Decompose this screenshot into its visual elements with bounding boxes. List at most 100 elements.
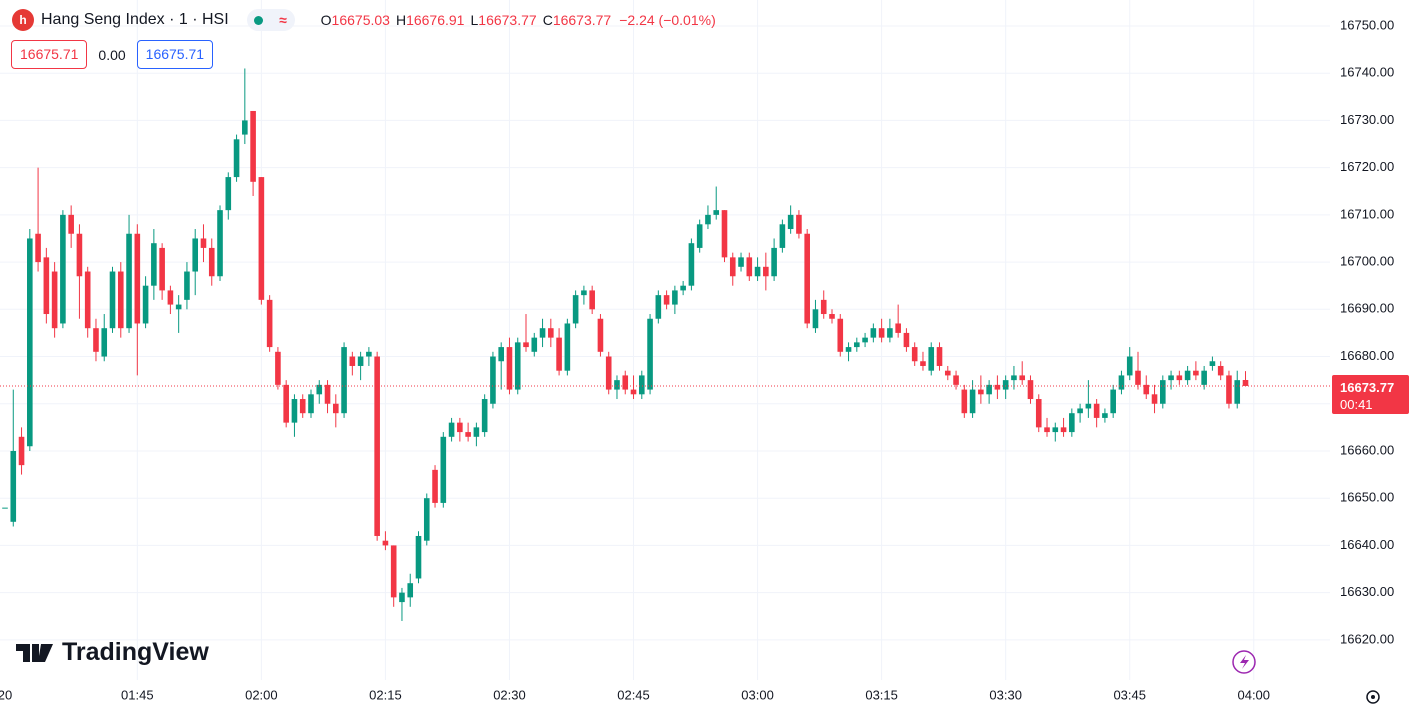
x-tick-label: 03:15 [865,687,898,702]
sell-button[interactable]: 16675.71 [11,40,88,69]
candle-body [1143,384,1150,395]
buy-button[interactable]: 16675.71 [136,40,214,69]
candle-body [250,110,256,182]
brand-icon [16,643,53,662]
y-tick-label: 16710.00 [1340,206,1394,221]
candle-body [1019,375,1026,381]
candle-body [192,238,199,272]
candle-body [928,347,935,371]
candle-body [440,436,447,503]
candle-body [457,422,463,433]
candle-body [43,257,50,315]
status-pill[interactable]: ≈ [246,9,295,31]
y-tick-label: 16640.00 [1340,537,1394,552]
brand-logo: TradingView [16,638,209,667]
candle-body [283,384,289,423]
candle-body [93,328,99,352]
candle-body [589,290,595,310]
candle-body [324,384,331,404]
data-status: ≈ [279,12,287,28]
candle-body [357,356,364,366]
candle-body [763,266,769,277]
x-tick-label: 02:15 [369,687,402,702]
header: h Hang Seng Index · 1 · HSI ≈ O 16675.03 … [12,8,716,32]
candle-body [870,328,877,338]
candle-body [1242,379,1249,386]
candle-body [812,309,819,329]
candle-body [134,233,141,324]
candle-body [448,422,455,437]
candle-body [109,271,116,329]
candle-body [432,469,438,503]
candle-body [680,285,686,291]
symbol-logo: h [12,9,34,31]
x-tick-label: 02:30 [493,687,526,702]
candle-body [242,120,248,135]
candle-body [936,347,943,366]
trade-row: 16675.71 0.00 16675.71 [11,40,214,69]
candle-body [117,271,124,329]
candle-body [638,375,645,395]
candle-body [465,432,471,437]
flash-icon [1232,650,1256,674]
flash-bolt [1240,655,1249,669]
settings-dot [1371,695,1375,699]
candle-body [159,247,165,291]
candle-body [787,214,794,230]
candle-body [961,389,968,414]
candle-body [151,243,157,286]
candle-body [167,290,174,305]
candle-body [556,337,562,371]
candle-body [564,323,571,371]
candle-body [299,399,306,414]
candle-body [490,356,496,404]
candle-body [837,318,844,352]
candle-body [266,299,273,348]
candle-body [1184,370,1191,381]
x-tick-label: 01:45 [121,687,154,702]
market-status [254,15,264,25]
candle-body [1168,375,1174,381]
candle-body [944,370,951,376]
x-tick-label: 02:45 [617,687,650,702]
candle-body [1044,427,1050,433]
candle-body [994,384,1001,390]
candle-body [878,328,885,338]
candle-body [1102,413,1108,418]
candle-body [175,304,182,310]
open-value: 16675.03 [331,12,390,28]
symbol-title[interactable]: Hang Seng Index · 1 · HSI [41,11,229,28]
candle-body [1217,365,1224,376]
candle-body [423,498,430,541]
candle-body [895,323,901,333]
candle-body [953,375,959,385]
x-tick-label: 04:00 [1237,687,1270,702]
candle-body [51,271,58,329]
candle-body [539,328,546,338]
candle-body [771,247,777,277]
candle-body [498,347,504,362]
high-label: H [395,12,407,28]
candle-body [1093,403,1100,418]
candle-body [258,177,265,300]
candle-body [1110,389,1116,414]
candle-body [581,290,587,296]
open-label: O [320,12,332,28]
candle-body [1201,370,1207,385]
candle-body [1135,370,1141,385]
candle-body [978,389,984,395]
candle-body [101,328,108,357]
candle-body [341,347,347,414]
candle-body [672,290,678,305]
candle-body [523,342,529,348]
low-label: L [470,12,479,28]
candle-body [407,583,414,598]
candle-body [1160,380,1166,404]
settings-icon[interactable] [1366,690,1380,704]
brand-name: TradingView [62,638,209,666]
ohlc-legend: O 16675.03 H 16676.91 L 16673.77 C 16673.77 … [315,12,716,28]
candle-body [597,318,604,352]
candle-body [911,347,918,362]
candle-body [316,384,323,395]
